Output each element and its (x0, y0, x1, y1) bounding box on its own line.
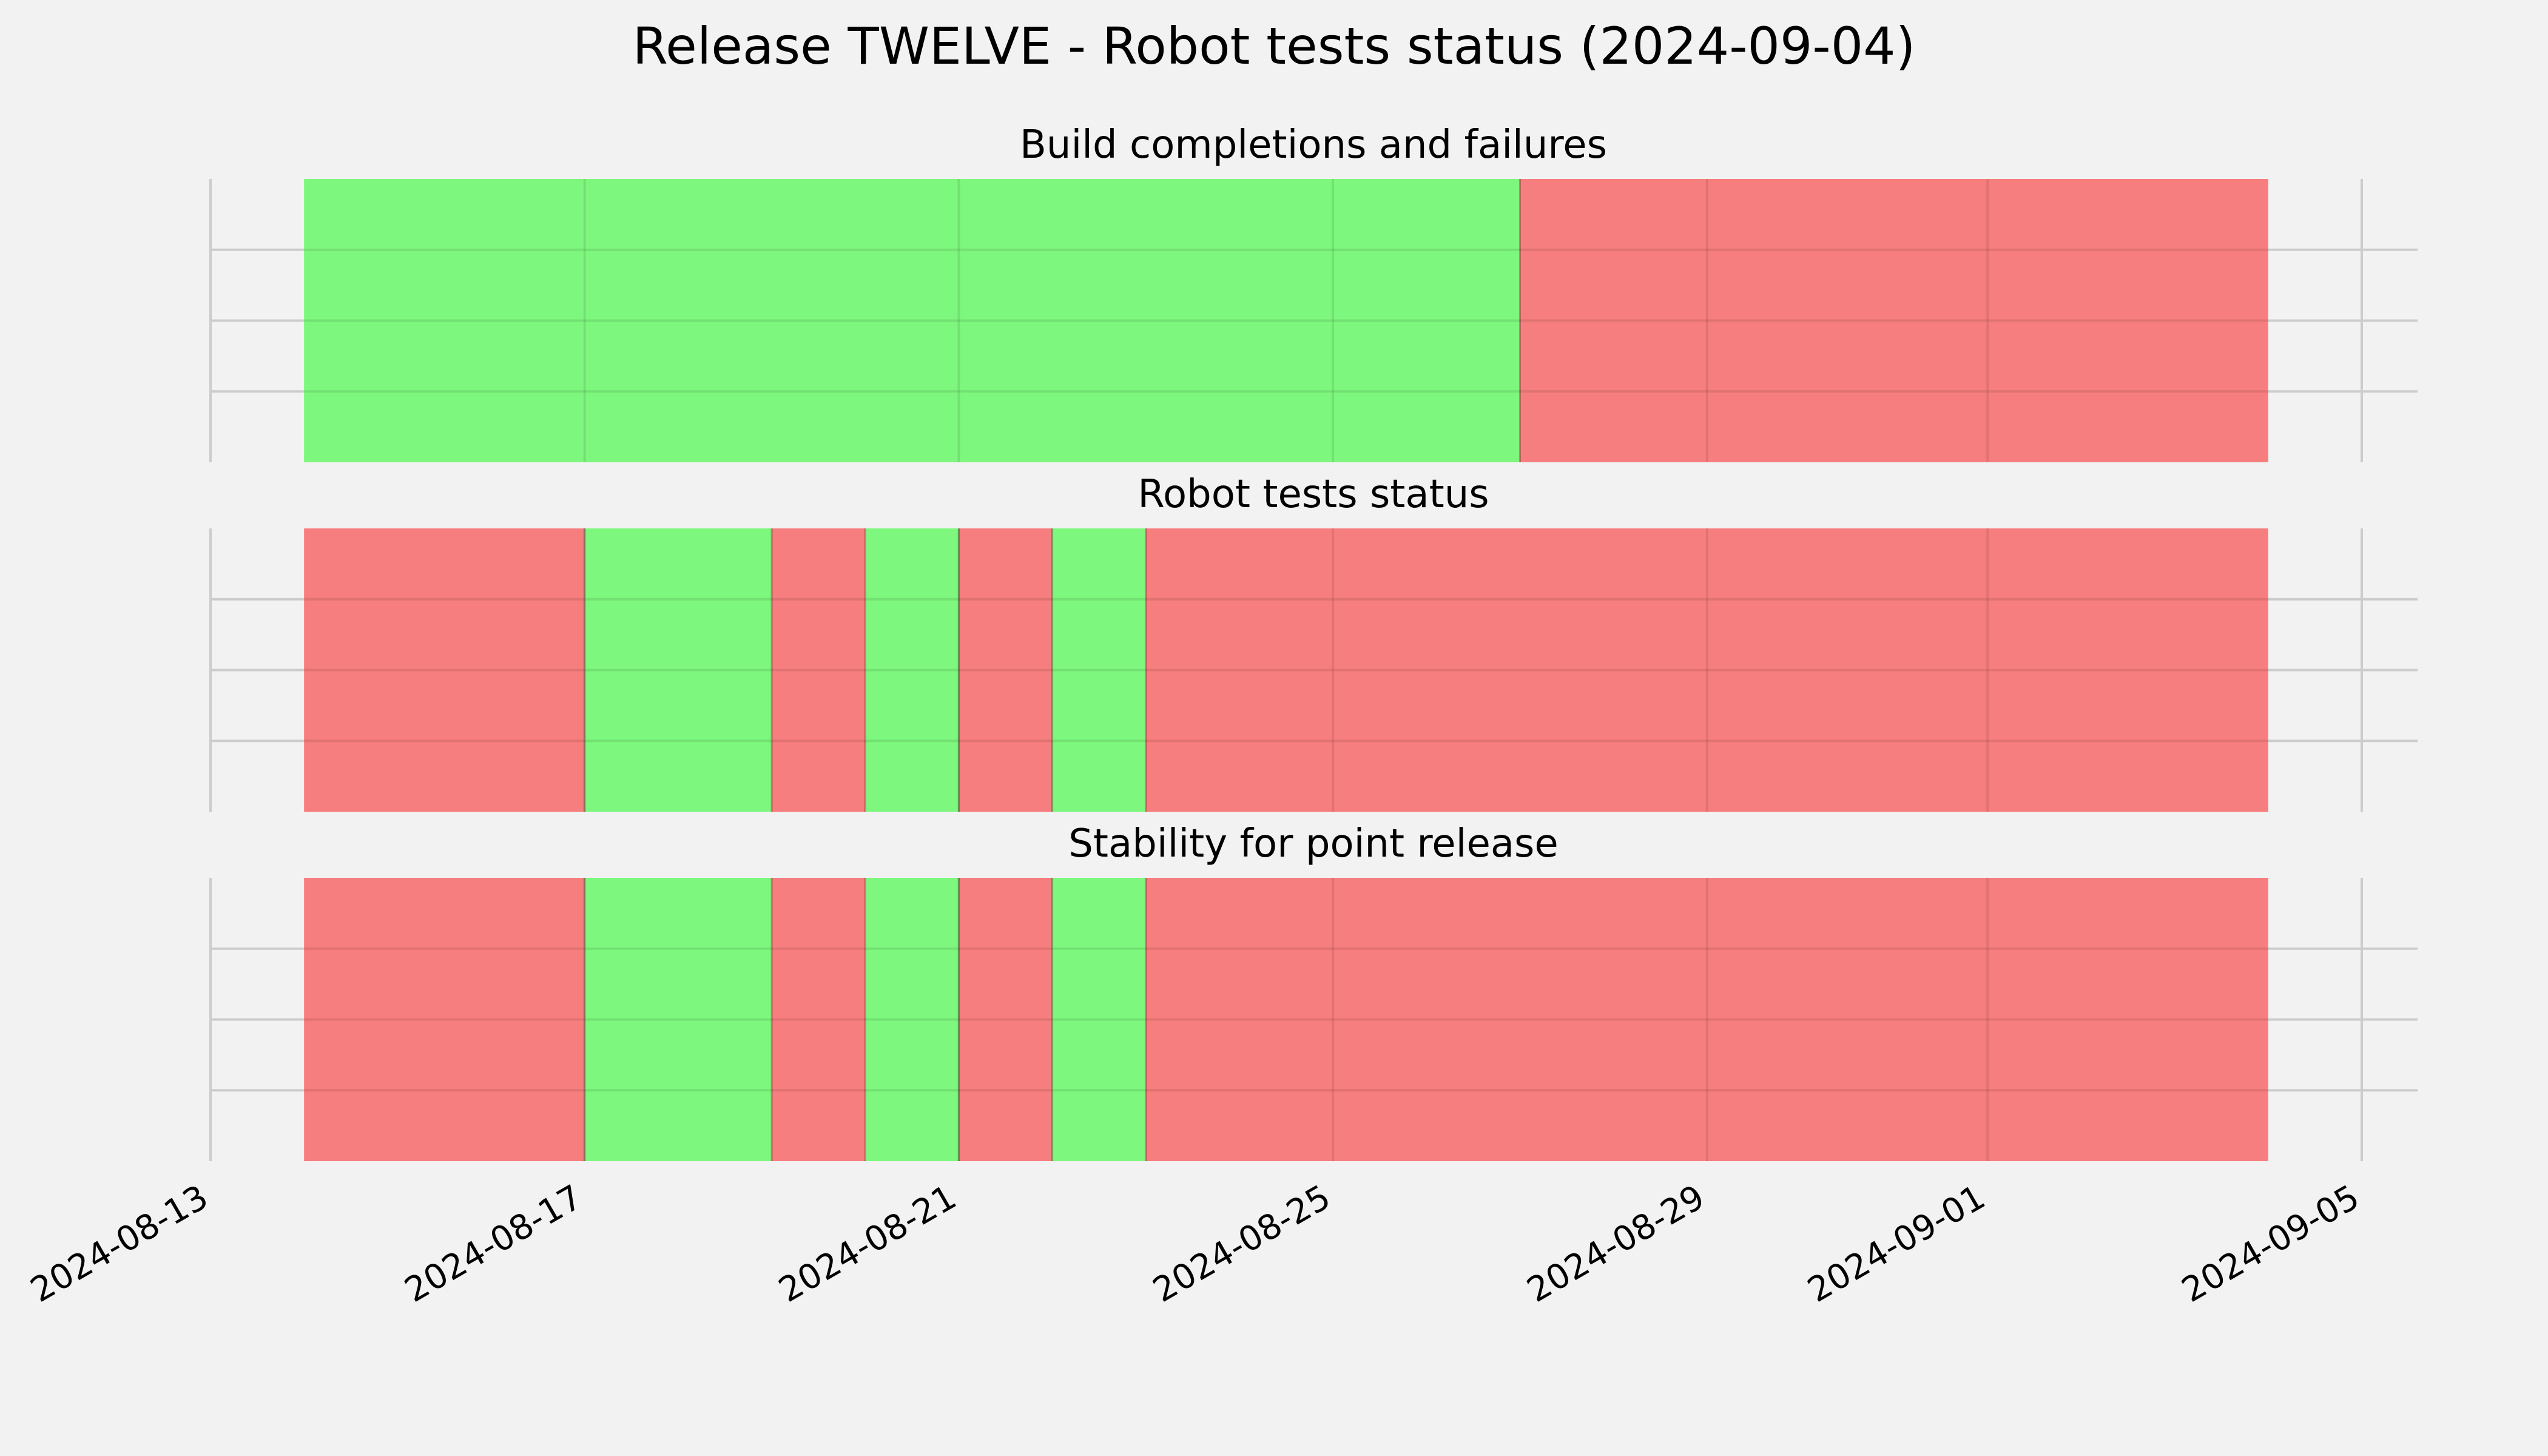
panel-1: Build completions and failures (209, 123, 2418, 462)
panel-title: Build completions and failures (1020, 123, 1607, 167)
x-tick-label: 2024-09-01 (1801, 1178, 1992, 1310)
chart-panels: Build completions and failures Robot test… (209, 123, 2418, 1161)
panel-title: Stability for point release (1068, 821, 1559, 866)
x-tick-label: 2024-08-25 (1147, 1178, 1337, 1310)
status-segment-pass (865, 528, 959, 812)
status-segment-fail (304, 528, 585, 812)
status-segment-pass (304, 179, 1520, 462)
status-segment-pass (1052, 878, 1146, 1161)
status-segment-pass (584, 528, 772, 812)
x-tick-label: 2024-08-21 (772, 1178, 963, 1310)
status-segment-fail (772, 878, 866, 1161)
panel-2: Robot tests status (209, 472, 2418, 812)
x-tick-label: 2024-09-05 (2176, 1178, 2366, 1310)
status-segment-fail (772, 528, 866, 812)
status-segment-fail (959, 528, 1053, 812)
status-segment-fail (1520, 179, 2268, 462)
x-tick-label: 2024-08-29 (1520, 1178, 1711, 1310)
chart-title: Release TWELVE - Robot tests status (202… (633, 16, 1916, 76)
panel-title: Robot tests status (1138, 472, 1489, 517)
status-segment-fail (304, 878, 585, 1161)
panel-3: Stability for point release (209, 821, 2418, 1161)
status-segment-pass (865, 878, 959, 1161)
status-segment-fail (959, 878, 1053, 1161)
x-tick-label: 2024-08-13 (24, 1178, 215, 1310)
status-segment-fail (1145, 878, 2268, 1161)
status-segment-fail (1145, 528, 2268, 812)
x-tick-label: 2024-08-17 (398, 1178, 588, 1310)
x-axis: 2024-08-13 2024-08-17 2024-08-21 2024-08-25… (24, 1178, 2366, 1310)
status-segment-pass (1052, 528, 1146, 812)
status-segment-pass (584, 878, 772, 1161)
